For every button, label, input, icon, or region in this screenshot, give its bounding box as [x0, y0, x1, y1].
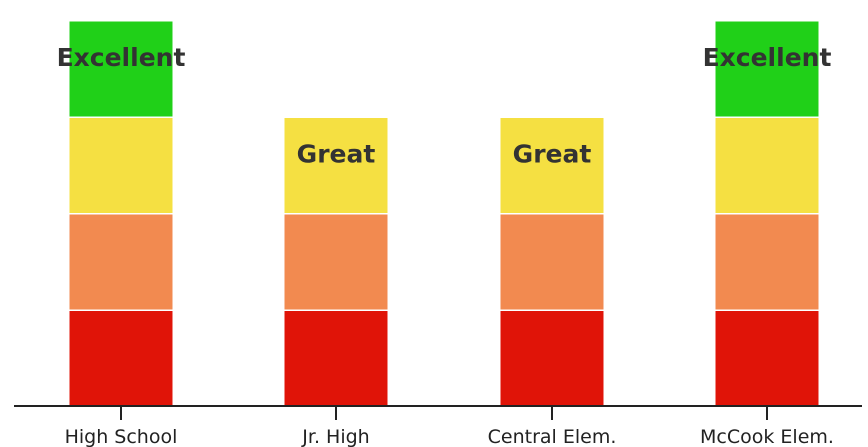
bar-segment-high-school-level-4 — [69, 21, 173, 117]
data-label-mccook-elem: Excellent — [703, 43, 832, 72]
data-labels: Excellent Great Great Excellent — [57, 43, 832, 169]
bar-segments — [69, 21, 819, 406]
bar-segment-mccook-elem-level-4 — [715, 21, 819, 117]
bar-segment-jr-high-level-3 — [284, 118, 388, 213]
x-tick-label-mccook-elem: McCook Elem. — [700, 426, 834, 447]
bar-segment-high-school-level-2 — [69, 214, 173, 310]
bar-segment-mccook-elem-level-1 — [715, 311, 819, 406]
bar-segment-mccook-elem-level-2 — [715, 214, 819, 310]
x-tick-label-central-elem: Central Elem. — [488, 426, 617, 447]
bar-segment-high-school-level-3 — [69, 118, 173, 213]
bar-segment-central-elem-level-1 — [500, 311, 604, 406]
bar-segment-central-elem-level-3 — [500, 118, 604, 213]
bar-segment-mccook-elem-level-3 — [715, 118, 819, 213]
x-axis: High School Jr. High Central Elem. McCook E… — [14, 405, 862, 447]
bar-segment-jr-high-level-2 — [284, 214, 388, 310]
bar-segment-jr-high-level-1 — [284, 311, 388, 406]
x-tick-label-jr-high: Jr. High — [301, 426, 369, 447]
bar-segment-central-elem-level-2 — [500, 214, 604, 310]
data-label-central-elem: Great — [513, 140, 592, 169]
data-label-high-school: Excellent — [57, 43, 186, 72]
bar-segment-high-school-level-1 — [69, 311, 173, 406]
data-label-jr-high: Great — [297, 140, 376, 169]
x-tick-label-high-school: High School — [65, 426, 178, 447]
